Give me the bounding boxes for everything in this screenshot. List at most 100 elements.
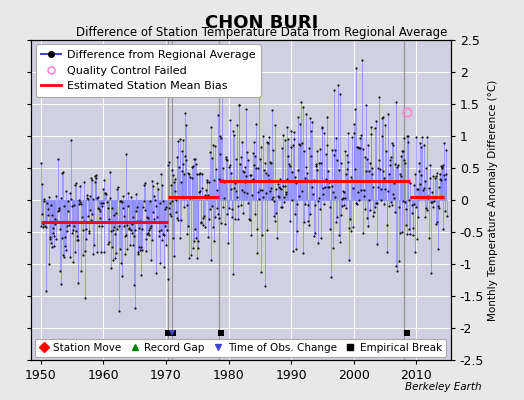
Point bbox=[193, 245, 202, 251]
Point bbox=[434, 246, 442, 252]
Point bbox=[108, 227, 117, 233]
Point bbox=[91, 172, 100, 178]
Point bbox=[50, 232, 58, 239]
Point bbox=[424, 185, 433, 191]
Point bbox=[305, 144, 313, 151]
Point bbox=[143, 230, 151, 237]
Point bbox=[418, 134, 426, 140]
Point bbox=[412, 134, 420, 141]
Point bbox=[193, 171, 201, 177]
Point bbox=[323, 184, 332, 190]
Point bbox=[440, 140, 449, 146]
Point bbox=[81, 236, 90, 242]
Point bbox=[102, 190, 110, 197]
Point bbox=[289, 248, 298, 254]
Point bbox=[362, 101, 370, 108]
Point bbox=[144, 230, 152, 236]
Point bbox=[261, 160, 269, 166]
Point bbox=[104, 204, 112, 211]
Point bbox=[328, 147, 336, 154]
Point bbox=[248, 176, 257, 182]
Point bbox=[420, 185, 428, 191]
Point bbox=[182, 156, 191, 163]
Point bbox=[370, 208, 378, 215]
Point bbox=[288, 197, 297, 203]
Point bbox=[135, 225, 143, 232]
Point bbox=[95, 215, 104, 221]
Point bbox=[164, 162, 172, 168]
Point bbox=[78, 214, 86, 220]
Point bbox=[417, 172, 425, 178]
Point bbox=[54, 208, 62, 214]
Point bbox=[141, 248, 150, 254]
Point bbox=[41, 287, 50, 294]
Point bbox=[71, 249, 80, 256]
Point bbox=[418, 194, 427, 200]
Point bbox=[386, 157, 395, 163]
Point bbox=[395, 204, 403, 210]
Point bbox=[374, 165, 382, 172]
Point bbox=[173, 154, 181, 161]
Point bbox=[219, 203, 227, 210]
Point bbox=[80, 294, 89, 301]
Point bbox=[253, 226, 261, 232]
Point bbox=[170, 253, 179, 259]
Point bbox=[318, 125, 326, 131]
Point bbox=[353, 200, 361, 207]
Point bbox=[354, 189, 362, 195]
Text: CHON BURI: CHON BURI bbox=[205, 14, 319, 32]
Point bbox=[139, 204, 147, 211]
Point bbox=[210, 177, 218, 183]
Point bbox=[217, 177, 226, 184]
Point bbox=[201, 194, 210, 200]
Point bbox=[257, 144, 266, 150]
Point bbox=[373, 240, 381, 247]
Point bbox=[237, 202, 245, 208]
Point bbox=[262, 169, 270, 176]
Point bbox=[290, 128, 298, 135]
Point bbox=[294, 114, 302, 121]
Point bbox=[206, 149, 214, 155]
Point bbox=[379, 168, 388, 174]
Point bbox=[128, 230, 136, 236]
Point bbox=[260, 283, 269, 289]
Point bbox=[93, 205, 102, 211]
Point bbox=[388, 202, 397, 208]
Point bbox=[368, 165, 377, 172]
Point bbox=[168, 198, 177, 205]
Point bbox=[92, 195, 101, 201]
Point bbox=[171, 188, 179, 194]
Point bbox=[77, 199, 85, 205]
Point bbox=[80, 218, 88, 225]
Point bbox=[175, 164, 183, 170]
Point bbox=[90, 173, 99, 180]
Point bbox=[277, 185, 285, 192]
Point bbox=[105, 239, 113, 246]
Point bbox=[340, 202, 348, 208]
Point bbox=[425, 175, 434, 181]
Point bbox=[112, 210, 120, 216]
Point bbox=[174, 217, 183, 223]
Point bbox=[45, 260, 53, 267]
Point bbox=[378, 114, 386, 121]
Point bbox=[372, 118, 380, 124]
Point bbox=[247, 172, 256, 178]
Point bbox=[147, 223, 156, 229]
Point bbox=[149, 183, 158, 189]
Point bbox=[83, 195, 91, 202]
Point bbox=[65, 222, 73, 228]
Point bbox=[430, 198, 438, 204]
Point bbox=[334, 82, 342, 88]
Point bbox=[267, 184, 275, 191]
Point bbox=[48, 244, 57, 250]
Point bbox=[289, 136, 298, 142]
Point bbox=[367, 124, 376, 130]
Point bbox=[205, 206, 214, 212]
Point bbox=[196, 220, 205, 226]
Point bbox=[204, 192, 212, 198]
Point bbox=[275, 184, 283, 190]
Point bbox=[185, 254, 193, 261]
Point bbox=[334, 232, 343, 238]
Point bbox=[121, 250, 129, 257]
Point bbox=[369, 184, 377, 191]
